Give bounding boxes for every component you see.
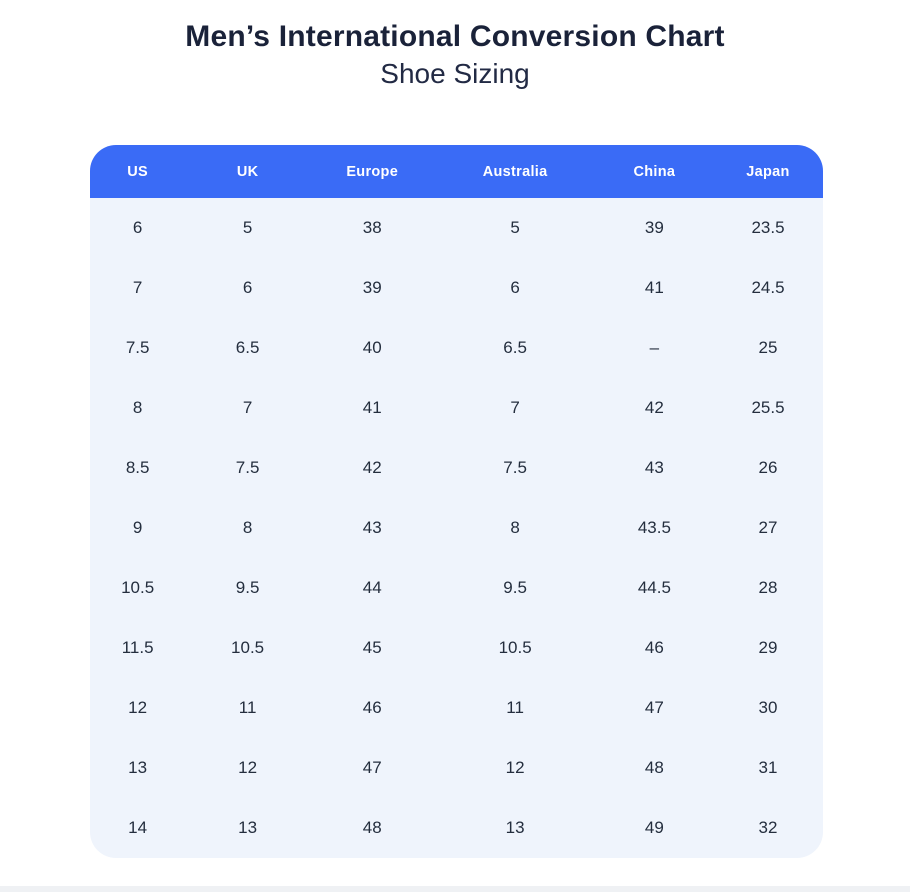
table-cell: 12 — [505, 758, 525, 777]
table-cell: 25.5 — [751, 398, 785, 417]
column-header-europe: Europe — [346, 163, 399, 180]
table-row: 7 6 39 6 41 24.5 — [90, 258, 823, 318]
column-header-japan: Japan — [746, 163, 790, 180]
table-cell: 7 — [242, 398, 253, 417]
table-cell: 43 — [644, 458, 664, 477]
table-cell: 30 — [758, 698, 778, 717]
table-cell: 8 — [510, 518, 520, 537]
column-header-australia: Australia — [482, 163, 548, 180]
table-cell: 10.5 — [498, 638, 532, 657]
table-cell: 10.5 — [121, 578, 155, 597]
page-subtitle: Shoe Sizing — [380, 58, 530, 89]
table-cell: 11.5 — [121, 638, 154, 657]
table-cell: 6.5 — [235, 338, 260, 357]
table-cell: 8 — [132, 398, 143, 417]
column-header-us: US — [127, 163, 149, 180]
table-cell: 5 — [242, 218, 253, 237]
table-cell: 45 — [362, 638, 382, 657]
table-cell: 13 — [238, 818, 258, 837]
table-cell: 27 — [758, 518, 778, 537]
table-cell: 7 — [132, 278, 143, 297]
page-title: Men’s International Conversion Chart — [185, 20, 725, 53]
table-cell: 39 — [644, 218, 664, 237]
table-cell: 49 — [644, 818, 664, 837]
table-cell: 23.5 — [751, 218, 785, 237]
table-cell: 40 — [362, 338, 382, 357]
table-row: 8.5 7.5 42 7.5 43 26 — [90, 438, 823, 498]
table-row: 11.5 10.5 45 10.5 46 29 — [90, 618, 823, 678]
table-cell: 24.5 — [751, 278, 785, 297]
table-cell: 6 — [132, 218, 143, 237]
table-cell: 11 — [238, 698, 257, 717]
table-cell: 13 — [505, 818, 525, 837]
table-cell: 11 — [506, 698, 524, 717]
table-row: 12 11 46 11 47 30 — [90, 678, 823, 738]
table-cell: 47 — [644, 698, 664, 717]
table-cell: 7.5 — [125, 338, 150, 357]
table-cell: 6 — [242, 278, 253, 297]
table-cell: 32 — [758, 818, 778, 837]
table-cell: 48 — [362, 818, 382, 837]
table-cell: 47 — [362, 758, 382, 777]
table-cell: 6 — [510, 278, 520, 297]
conversion-table: US UK Europe Australia China Japan 6 5 38 5 39 23.… — [90, 145, 823, 858]
table-cell: 5 — [510, 218, 520, 237]
table-cell: 42 — [644, 398, 664, 417]
table-cell: 44.5 — [637, 578, 671, 597]
table-cell: 8 — [242, 518, 253, 537]
table-cell: – — [649, 338, 660, 357]
table-cell: 38 — [362, 218, 382, 237]
table-cell: 9.5 — [235, 578, 260, 597]
table-cell: 10.5 — [231, 638, 265, 657]
table-cell: 42 — [362, 458, 382, 477]
page-header: Men’s International Conversion Chart Sho… — [0, 0, 910, 90]
next-section-edge — [0, 886, 910, 892]
table-row: 13 12 47 12 48 31 — [90, 738, 823, 798]
table-row: 14 13 48 13 49 32 — [90, 798, 823, 858]
table-cell: 9.5 — [503, 578, 527, 597]
table-row: 6 5 38 5 39 23.5 — [90, 198, 823, 258]
table-cell: 6.5 — [503, 338, 527, 357]
table-cell: 7 — [510, 398, 520, 417]
table-cell: 28 — [758, 578, 778, 597]
table-row: 7.5 6.5 40 6.5 – 25 — [90, 318, 823, 378]
table-cell: 7.5 — [235, 458, 260, 477]
table-cell: 44 — [362, 578, 382, 597]
table-cell: 41 — [644, 278, 664, 297]
table-cell: 39 — [362, 278, 382, 297]
table-cell: 48 — [644, 758, 664, 777]
table-cell: 26 — [758, 458, 778, 477]
table-row: 8 7 41 7 42 25.5 — [90, 378, 823, 438]
table-row: 9 8 43 8 43.5 27 — [90, 498, 823, 558]
table-cell: 29 — [758, 638, 778, 657]
table-row: 10.5 9.5 44 9.5 44.5 28 — [90, 558, 823, 618]
table-header-row: US UK Europe Australia China Japan — [90, 145, 823, 198]
table-body: 6 5 38 5 39 23.5 7 6 39 6 41 24.5 7.5 6.5 40 6.5 – 25 8 7 41… — [90, 198, 823, 858]
table-cell: 46 — [362, 698, 382, 717]
table-cell: 12 — [238, 758, 258, 777]
table-cell: 43 — [362, 518, 382, 537]
column-header-china: China — [633, 163, 676, 180]
table-cell: 46 — [644, 638, 664, 657]
table-cell: 14 — [128, 818, 148, 837]
table-cell: 43.5 — [637, 518, 671, 537]
table-cell: 8.5 — [125, 458, 150, 477]
table-cell: 7.5 — [503, 458, 527, 477]
table-cell: 12 — [128, 698, 148, 717]
table-cell: 41 — [362, 398, 382, 417]
table-cell: 25 — [758, 338, 778, 357]
column-header-uk: UK — [236, 163, 259, 180]
table-cell: 31 — [758, 758, 778, 777]
table-cell: 13 — [128, 758, 148, 777]
table-cell: 9 — [132, 518, 143, 537]
